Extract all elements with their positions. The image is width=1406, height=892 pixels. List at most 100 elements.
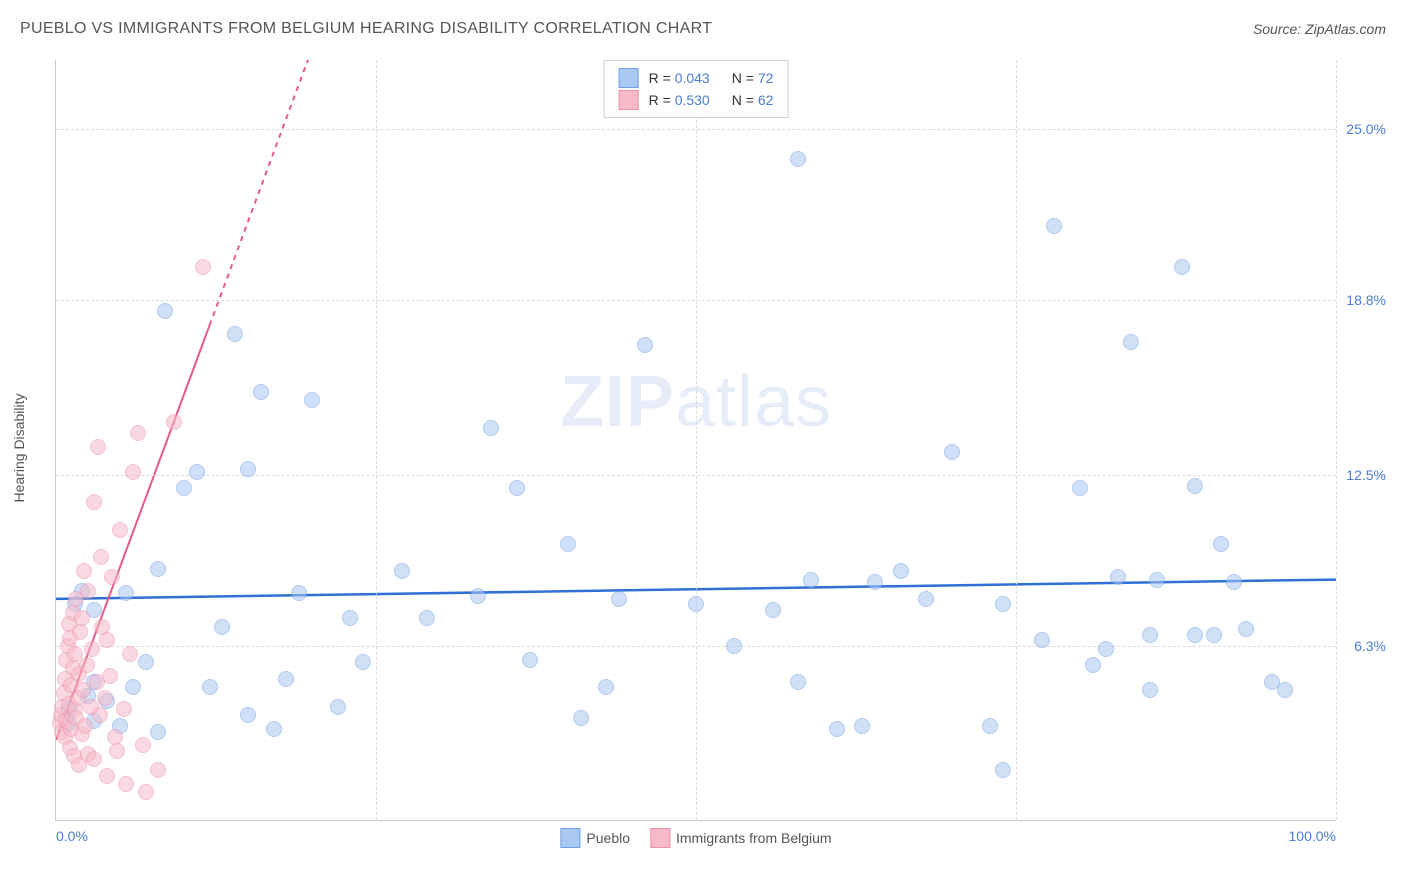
data-point (522, 652, 538, 668)
data-point (253, 384, 269, 400)
data-point (982, 718, 998, 734)
data-point (394, 563, 410, 579)
data-point (166, 414, 182, 430)
legend-row: R = 0.530 N = 62 (619, 89, 774, 111)
data-point (118, 776, 134, 792)
data-point (1213, 536, 1229, 552)
data-point (195, 259, 211, 275)
data-point (102, 668, 118, 684)
gridline-vertical (1016, 60, 1017, 820)
x-tick-label: 100.0% (1289, 828, 1336, 844)
data-point (944, 444, 960, 460)
data-point (304, 392, 320, 408)
legend-n-label: N = 62 (732, 89, 774, 111)
data-point (1046, 218, 1062, 234)
data-point (1187, 627, 1203, 643)
data-point (1110, 569, 1126, 585)
data-point (995, 762, 1011, 778)
data-point (138, 784, 154, 800)
y-tick-label: 12.5% (1341, 467, 1386, 483)
legend-r-label: R = 0.043 (649, 67, 710, 89)
data-point (109, 743, 125, 759)
data-point (125, 464, 141, 480)
data-point (227, 326, 243, 342)
data-point (1149, 572, 1165, 588)
data-point (104, 569, 120, 585)
data-point (1072, 480, 1088, 496)
legend-label: Immigrants from Belgium (676, 830, 832, 846)
data-point (116, 701, 132, 717)
data-point (84, 641, 100, 657)
data-point (157, 303, 173, 319)
gridline-vertical (696, 60, 697, 820)
data-point (1238, 621, 1254, 637)
data-point (867, 574, 883, 590)
data-point (125, 679, 141, 695)
data-point (266, 721, 282, 737)
data-point (1226, 574, 1242, 590)
data-point (92, 707, 108, 723)
data-point (342, 610, 358, 626)
gridline-vertical (376, 60, 377, 820)
data-point (995, 596, 1011, 612)
data-point (893, 563, 909, 579)
data-point (509, 480, 525, 496)
chart-source: Source: ZipAtlas.com (1253, 21, 1386, 37)
data-point (202, 679, 218, 695)
data-point (150, 724, 166, 740)
data-point (803, 572, 819, 588)
data-point (291, 585, 307, 601)
legend-swatch (560, 828, 580, 848)
chart-title: PUEBLO VS IMMIGRANTS FROM BELGIUM HEARIN… (20, 20, 712, 38)
data-point (86, 751, 102, 767)
data-point (99, 768, 115, 784)
data-point (93, 549, 109, 565)
data-point (726, 638, 742, 654)
x-tick-label: 0.0% (56, 828, 88, 844)
data-point (189, 464, 205, 480)
data-point (598, 679, 614, 695)
data-point (765, 602, 781, 618)
data-point (790, 674, 806, 690)
data-point (1098, 641, 1114, 657)
data-point (99, 632, 115, 648)
data-point (560, 536, 576, 552)
data-point (240, 461, 256, 477)
data-point (611, 591, 627, 607)
chart-header: PUEBLO VS IMMIGRANTS FROM BELGIUM HEARIN… (20, 20, 1386, 38)
legend-r-label: R = 0.530 (649, 89, 710, 111)
legend-swatch (619, 90, 639, 110)
data-point (278, 671, 294, 687)
legend-n-label: N = 72 (732, 67, 774, 89)
data-point (1142, 682, 1158, 698)
data-point (1277, 682, 1293, 698)
data-point (854, 718, 870, 734)
data-point (150, 762, 166, 778)
data-point (86, 494, 102, 510)
data-point (79, 657, 95, 673)
legend-item: Immigrants from Belgium (650, 828, 832, 848)
data-point (1142, 627, 1158, 643)
legend-item: Pueblo (560, 828, 630, 848)
data-point (118, 585, 134, 601)
data-point (1187, 478, 1203, 494)
data-point (112, 522, 128, 538)
data-point (74, 610, 90, 626)
data-point (1206, 627, 1222, 643)
y-axis-label: Hearing Disability (11, 393, 27, 502)
data-point (1174, 259, 1190, 275)
data-point (97, 690, 113, 706)
y-tick-label: 25.0% (1341, 121, 1386, 137)
data-point (135, 737, 151, 753)
data-point (90, 439, 106, 455)
legend-row: R = 0.043 N = 72 (619, 67, 774, 89)
data-point (138, 654, 154, 670)
data-point (1123, 334, 1139, 350)
data-point (355, 654, 371, 670)
scatter-plot: ZIPatlas R = 0.043N = 72R = 0.530N = 62 … (55, 60, 1336, 821)
data-point (790, 151, 806, 167)
chart-area: ZIPatlas R = 0.043N = 72R = 0.530N = 62 … (55, 60, 1385, 835)
data-point (176, 480, 192, 496)
data-point (76, 563, 92, 579)
data-point (573, 710, 589, 726)
